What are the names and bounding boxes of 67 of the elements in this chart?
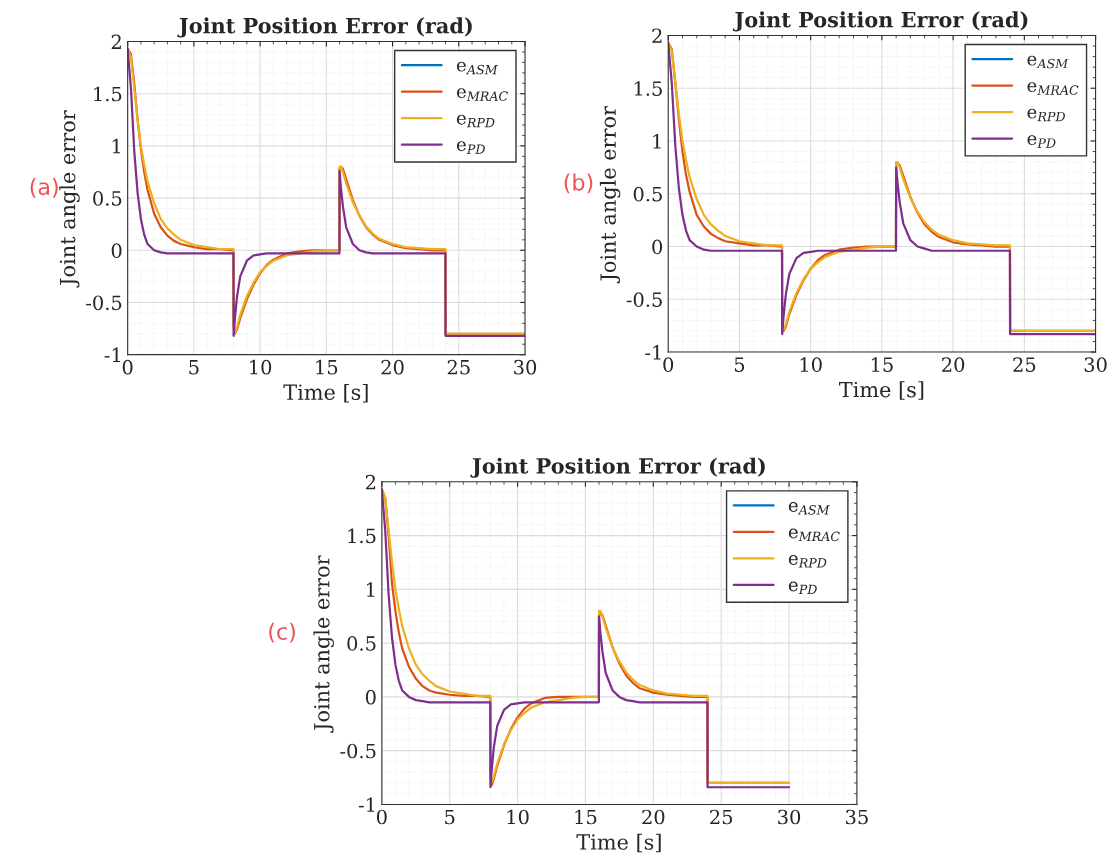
y-tick-label: -0.5 [626,292,662,307]
y-tick-label: 2 [652,28,662,43]
y-tick-label: 1.5 [94,86,122,102]
y-tick-label: 0.5 [347,636,376,651]
y-axis-title: Joint angle error [59,110,80,288]
x-tick-label: 20 [642,809,665,825]
legend-label: e$_{RPD}$ [1027,108,1065,122]
x-tick-label: 0 [663,357,674,372]
y-tick-label: -0.5 [86,295,122,311]
y-tick-label: -1 [104,347,121,363]
y-tick-label: 2 [365,474,376,490]
x-tick-label: 30 [1084,357,1107,372]
legend-label: e$_{RPD}$ [788,555,827,568]
x-axis-title: Time [s] [838,381,924,400]
y-tick-label: -1 [358,797,375,812]
x-tick-label: 10 [800,357,822,372]
legend-label: e$_{PD}$ [788,581,817,594]
chart-title: Joint Position Error (rad) [470,457,765,478]
x-tick-label: 35 [846,809,868,825]
y-tick-label: -0.5 [340,743,376,759]
legend-label: e$_{PD}$ [456,141,485,154]
x-tick-label: 5 [189,360,199,375]
y-tick-label: 1 [366,582,375,597]
text: (c) [269,622,295,643]
legend-label: e$_{MRAC}$ [1027,82,1079,95]
x-tick-label: 5 [445,809,455,825]
x-axis-title: Time [s] [283,383,368,403]
y-tick-label: 2 [111,34,121,49]
x-tick-label: 25 [710,809,733,825]
y-tick-label: -1 [645,345,661,360]
legend-label: e$_{MRAC}$ [788,528,840,542]
y-tick-label: 1 [653,133,661,149]
y-tick-label: 1 [112,138,121,154]
y-tick-label: 0 [111,243,122,258]
y-tick-label: 1.5 [634,81,662,96]
text: (a) [30,177,58,198]
x-tick-label: 5 [734,357,745,372]
x-tick-label: 15 [575,809,597,825]
x-tick-label: 10 [507,809,529,825]
y-tick-label: 1.5 [348,528,376,544]
x-tick-label: 10 [250,359,272,375]
legend-label: e$_{ASM}$ [788,502,830,515]
y-tick-label: 0 [365,689,376,705]
x-tick-label: 30 [514,359,537,375]
chart-title: Joint Position Error (rad) [732,11,1028,32]
x-tick-label: 25 [1013,357,1036,372]
x-tick-label: 25 [447,359,470,375]
x-tick-label: 0 [376,809,387,825]
chart-title: Joint Position Error (rad) [177,17,472,38]
y-tick-label: 0.5 [633,186,662,202]
x-tick-label: 15 [316,359,338,375]
y-tick-label: 0.5 [93,191,122,206]
legend-label: e$_{PD}$ [1027,135,1056,148]
y-tick-label: 0 [652,239,663,255]
legend-label: e$_{ASM}$ [456,61,498,75]
legend-label: e$_{RPD}$ [456,114,495,128]
text: (b) [564,173,593,194]
y-axis-title: Joint angle error [313,555,334,733]
x-tick-label: 30 [778,809,801,825]
x-tick-label: 15 [871,357,893,372]
legend-label: e$_{MRAC}$ [456,88,508,101]
y-axis-title: Joint angle error [599,106,621,284]
x-tick-label: 20 [381,359,404,375]
x-axis-title: Time [s] [576,833,661,853]
x-tick-label: 20 [942,357,965,372]
legend-label: e$_{ASM}$ [1027,55,1069,69]
x-tick-label: 0 [122,359,133,375]
